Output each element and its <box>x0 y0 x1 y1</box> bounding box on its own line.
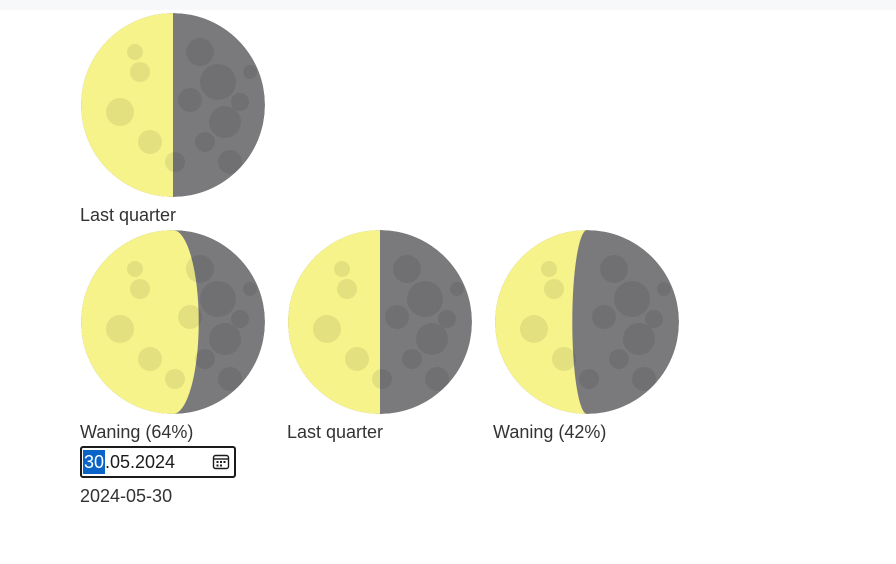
moon-image <box>495 230 679 414</box>
moon-caption-3: Last quarter <box>287 422 384 442</box>
date-day-segment[interactable]: 30 <box>83 450 106 474</box>
moon-image <box>81 230 265 414</box>
moon-phase-2 <box>80 229 266 415</box>
moon-phase-3 <box>287 229 473 415</box>
moon-caption-2: Waning (64%) <box>80 422 194 442</box>
date-input[interactable]: 30 .05.2024 <box>80 446 236 478</box>
moon-phase-4 <box>494 229 680 415</box>
moon-caption-4: Waning (42%) <box>493 422 607 442</box>
calendar-icon[interactable] <box>212 453 230 471</box>
date-rest-segments[interactable]: .05.2024 <box>105 452 176 472</box>
moon-image <box>81 13 265 197</box>
moon-image <box>288 230 472 414</box>
moon-caption-1: Last quarter <box>80 205 177 225</box>
iso-date-text: 2024-05-30 <box>80 486 173 506</box>
moon-phase-1 <box>80 12 266 198</box>
top-bar <box>0 0 896 10</box>
